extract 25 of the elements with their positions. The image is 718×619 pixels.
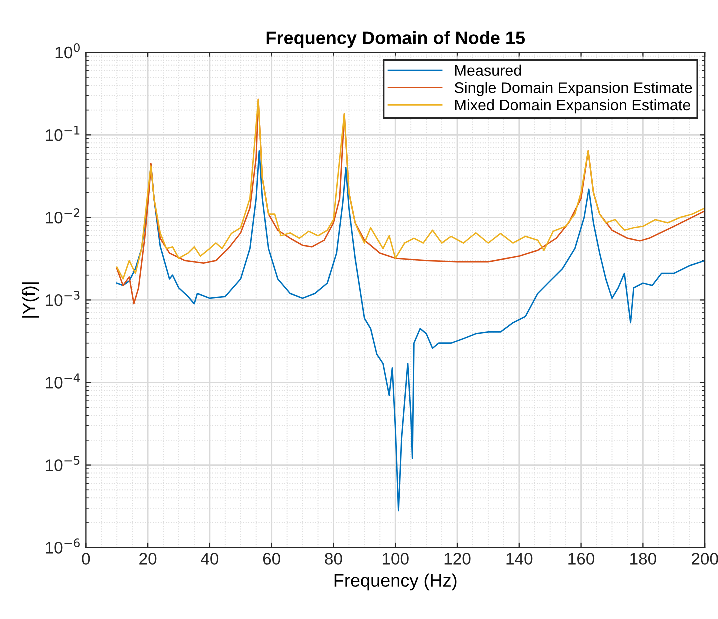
y-axis-title: |Y(f)| (22, 282, 40, 318)
legend-label: Mixed Domain Expansion Estimate (455, 99, 690, 114)
x-tick-label: 160 (568, 553, 595, 565)
x-tick-label: 0 (82, 553, 90, 565)
legend-label: Single Domain Expansion Estimate (454, 82, 692, 96)
y-tick-label: 10$^{−2}$ (46, 208, 80, 224)
y-tick-label: 10$^{0}$ (56, 43, 80, 59)
y-tick-label: 10$^{−4}$ (46, 374, 80, 389)
x-tick-label: 200 (692, 553, 718, 565)
legend-label: Measured (455, 64, 522, 76)
x-tick-label: 40 (201, 553, 219, 565)
x-tick-label: 20 (140, 553, 157, 565)
x-tick-label: 80 (325, 553, 342, 565)
y-tick-label: 10$^{−5}$ (46, 456, 80, 472)
x-axis-title: Frequency (Hz) (334, 574, 457, 591)
x-tick-label: 100 (382, 553, 409, 565)
x-tick-label: 140 (506, 553, 533, 565)
y-tick-label: 10$^{−6}$ (46, 538, 80, 554)
x-tick-label: 60 (263, 553, 280, 565)
x-tick-label: 120 (444, 553, 471, 565)
y-tick-label: 10$^{−1}$ (46, 126, 80, 142)
chart-title: Frequency Domain of Node 15 (266, 31, 526, 48)
x-tick-label: 180 (630, 553, 656, 565)
line-series (116, 150, 706, 512)
y-tick-label: 10$^{−3}$ (46, 291, 80, 306)
